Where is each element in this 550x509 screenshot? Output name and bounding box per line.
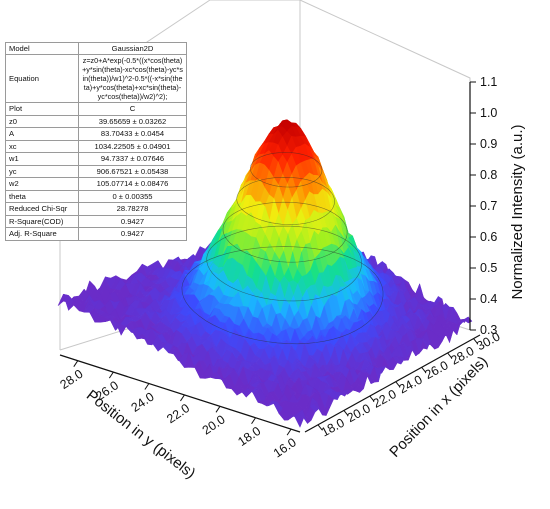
param-value: 105.07714 ± 0.08476 (78, 177, 187, 191)
x-tick (317, 424, 323, 431)
surface-cell (62, 293, 75, 311)
x-tick (421, 367, 427, 373)
y-tick-label: 20.0 (200, 412, 228, 437)
param-label: xc (5, 139, 79, 154)
param-label: w1 (5, 152, 79, 166)
param-value: Gaussian2D (78, 41, 187, 56)
param-label: Plot (5, 102, 79, 116)
param-label: Reduced Chi-Sqr (5, 202, 79, 216)
y-tick (73, 360, 79, 367)
z-tick-label: 0.3 (480, 323, 497, 337)
table-row: Plot C (5, 102, 187, 116)
contour-line (206, 225, 362, 302)
y-axis-line (59, 354, 301, 433)
table-row: Reduced Chi-Sqr 28.78278 (5, 202, 187, 216)
z-tick-label: 0.4 (480, 292, 497, 306)
param-value: 0.9427 (78, 214, 187, 229)
param-value: 0.9427 (78, 227, 187, 241)
table-row: w2 105.07714 ± 0.08476 (5, 177, 187, 191)
table-row: A 83.70433 ± 0.0454 (5, 127, 187, 141)
y-tick-label: 28.0 (58, 367, 86, 392)
contour-lines (181, 152, 384, 345)
table-row: theta 0 ± 0.00355 (5, 189, 187, 204)
y-tick-label: 16.0 (271, 435, 299, 460)
table-row: Model Gaussian2D (5, 41, 187, 56)
fit-parameter-table: Model Gaussian2D Equation z=z0+A*exp(-0.5*(… (5, 41, 187, 241)
x-tick-label: 26.0 (423, 358, 451, 382)
table-row: Adj. R-Square 0.9427 (5, 227, 187, 241)
param-label: theta (5, 189, 79, 204)
param-value: 39.65659 ± 0.03262 (78, 114, 187, 129)
y-tick (180, 394, 185, 402)
z-tick-label: 0.8 (480, 168, 497, 182)
param-label: R-Square(COD) (5, 214, 79, 229)
z-tick-label: 0.6 (480, 230, 497, 244)
z-tick-label: 0.7 (480, 199, 497, 213)
y-tick-label: 18.0 (235, 424, 263, 449)
contour-line (181, 246, 384, 345)
x-tick-label: 20.0 (345, 401, 373, 425)
y-tick-label: 22.0 (164, 401, 192, 426)
param-label: z0 (5, 114, 79, 129)
y-tick (286, 428, 292, 436)
param-label: A (5, 127, 79, 141)
table-row: Equation z=z0+A*exp(-0.5*((x*cos(theta)+y… (5, 54, 187, 104)
table-row: R-Square(COD) 0.9427 (5, 214, 187, 229)
z-tick-label: 1.0 (480, 106, 497, 120)
param-value: 94.7337 ± 0.07646 (78, 152, 187, 166)
param-label: Equation (5, 54, 79, 104)
table-row: yc 906.67521 ± 0.05438 (5, 164, 187, 179)
x-axis-line (304, 334, 481, 433)
surface-cell (294, 413, 305, 428)
x-tick (369, 395, 375, 402)
param-value: 28.78278 (78, 202, 187, 216)
y-tick (144, 383, 150, 390)
z-tick-label: 1.1 (480, 75, 497, 89)
table-row: z0 39.65659 ± 0.03262 (5, 114, 187, 129)
z-axis-title: Normalized Intensity (a.u.) (509, 124, 526, 299)
x-tick-label: 24.0 (397, 373, 425, 397)
contour-line (250, 152, 323, 188)
param-value: 1034.22505 ± 0.04901 (78, 139, 187, 154)
x-tick (343, 410, 349, 416)
param-label: w2 (5, 177, 79, 191)
z-tick-label: 0.5 (480, 261, 497, 275)
surface-cell (464, 316, 473, 324)
x-tick-label: 18.0 (319, 416, 347, 440)
z-tick-label: 0.9 (480, 137, 497, 151)
param-value: 906.67521 ± 0.05438 (78, 164, 187, 179)
param-label: yc (5, 164, 79, 179)
param-label: Model (5, 41, 79, 56)
x-tick (395, 381, 401, 388)
x-tick-label: 30.0 (474, 329, 502, 353)
x-tick-label: 22.0 (371, 387, 399, 411)
contour-line (236, 176, 335, 225)
param-value: 0 ± 0.00355 (78, 189, 187, 204)
contour-line (222, 201, 348, 263)
y-tick (108, 371, 114, 379)
y-tick-label: 24.0 (129, 390, 157, 415)
y-tick (251, 417, 256, 425)
x-tick (447, 352, 452, 359)
param-label: Adj. R-Square (5, 227, 79, 241)
param-value: 83.70433 ± 0.0454 (78, 127, 187, 141)
x-tick (473, 338, 478, 344)
y-tick (215, 406, 221, 413)
param-value: z=z0+A*exp(-0.5*((x*cos(theta)+y*sin(the… (78, 54, 187, 104)
z-axis-ticks: 0.3 0.4 0.5 0.6 0.7 0.8 0.9 1.0 1.1 (470, 75, 497, 337)
table-row: xc 1034.22505 ± 0.04901 (5, 139, 187, 154)
param-value: C (78, 102, 187, 116)
table-row: w1 94.7337 ± 0.07646 (5, 152, 187, 166)
